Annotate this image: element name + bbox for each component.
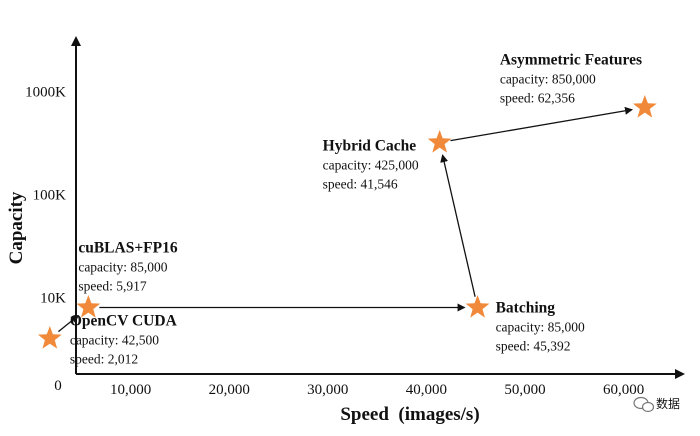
- x-tick-label: 20,000: [209, 382, 250, 398]
- origin-label: 0: [54, 378, 62, 394]
- star-marker-asymmetric-features: [632, 94, 657, 118]
- x-tick-label: 40,000: [406, 382, 447, 398]
- arrow-hybrid-cache-to-asymmetric-features: [450, 106, 634, 142]
- point-speed: speed: 62,356: [500, 90, 575, 105]
- transition-arrows: [57, 106, 634, 333]
- star-marker-hybrid-cache: [427, 129, 452, 153]
- star-marker-opencv-cuda: [37, 325, 62, 349]
- x-tick-label: 30,000: [307, 382, 348, 398]
- y-tick-label: 1000K: [25, 85, 66, 101]
- y-axis-title: Capacity: [6, 191, 27, 264]
- point-name: OpenCV CUDA: [70, 312, 178, 329]
- point-capacity: capacity: 85,000: [78, 259, 167, 274]
- point-name: cuBLAS+FP16: [78, 239, 178, 256]
- point-speed: speed: 5,917: [78, 278, 146, 293]
- point-label-cublas-fp16: cuBLAS+FP16 capacity: 85,000 speed: 5,917: [78, 239, 178, 293]
- x-tick-label: 60,000: [603, 382, 644, 398]
- point-speed: speed: 2,012: [70, 351, 138, 366]
- watermark-text: 数据: [656, 396, 680, 411]
- arrow-batching-to-hybrid-cache: [440, 154, 476, 297]
- point-capacity: capacity: 425,000: [323, 157, 419, 172]
- watermark: 数据: [633, 396, 680, 413]
- data-points: [37, 94, 657, 349]
- point-labels: OpenCV CUDA capacity: 42,500 speed: 2,012 c…: [70, 51, 642, 366]
- y-tick-label: 10K: [40, 291, 66, 307]
- point-label-asymmetric-features: Asymmetric Features capacity: 850,000 spee…: [500, 51, 642, 105]
- point-capacity: capacity: 42,500: [70, 332, 159, 347]
- x-tick-label: 10,000: [110, 382, 151, 398]
- arrow-opencv-cuda-to-cublas-fp16: [57, 315, 79, 333]
- star-marker-cublas-fp16: [76, 294, 101, 318]
- y-tick-labels: 10K 100K 1000K: [25, 85, 66, 307]
- x-tick-labels: 10,000 20,000 30,000 40,000 50,000 60,000: [110, 382, 644, 398]
- point-label-opencv-cuda: OpenCV CUDA capacity: 42,500 speed: 2,012: [70, 312, 178, 366]
- point-name: Asymmetric Features: [500, 51, 642, 68]
- point-capacity: capacity: 85,000: [496, 319, 585, 334]
- y-tick-label: 100K: [33, 188, 67, 204]
- star-marker-batching: [465, 294, 490, 318]
- point-speed: speed: 45,392: [496, 338, 571, 353]
- point-label-batching: Batching capacity: 85,000 speed: 45,392: [496, 299, 585, 353]
- x-tick-label: 50,000: [504, 382, 545, 398]
- point-capacity: capacity: 850,000: [500, 71, 596, 86]
- point-label-hybrid-cache: Hybrid Cache capacity: 425,000 speed: 41,5…: [323, 137, 419, 191]
- point-speed: speed: 41,546: [323, 176, 398, 191]
- point-name: Hybrid Cache: [323, 137, 417, 154]
- point-name: Batching: [496, 299, 556, 316]
- x-axis-title: Speed (images/s): [340, 404, 479, 425]
- wechat-icon: [633, 396, 655, 413]
